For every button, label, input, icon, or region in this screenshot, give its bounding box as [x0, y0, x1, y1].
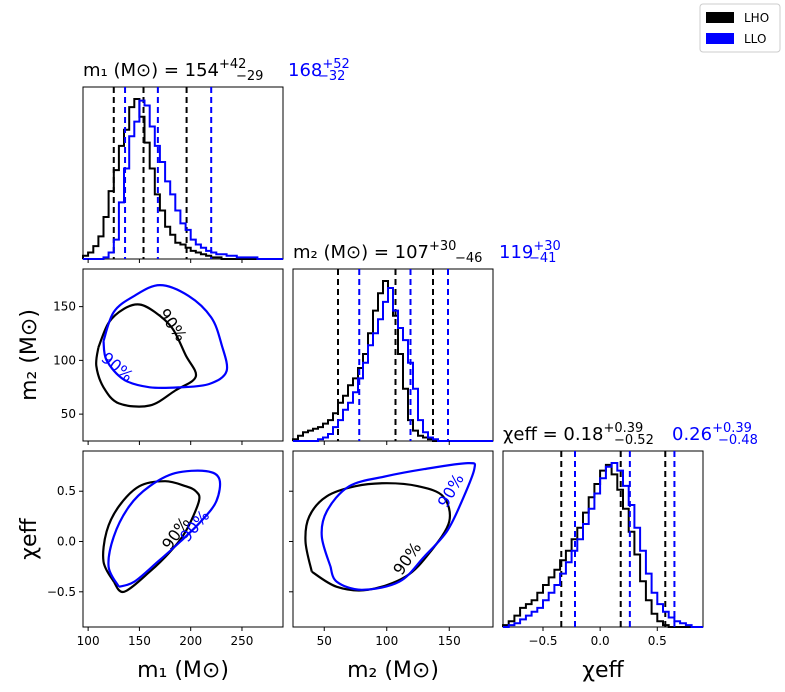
contour-chi_vs_m2-llo — [320, 461, 477, 591]
title-chi-lho-median: 0.18 — [563, 424, 603, 445]
title-m1-llo-minus: −32 — [318, 69, 345, 84]
title-m2-llo-median: 119 — [499, 242, 533, 263]
title-chi: χeff = 0.18+0.39 — [503, 421, 643, 445]
title-m2-lho-plus: +30 — [429, 239, 456, 254]
title-m2-llo-minus: −41 — [529, 251, 556, 266]
panel-m2-vs-m1 — [82, 268, 284, 442]
legend-swatch-lho — [706, 12, 734, 23]
ytick-label-chi-1: 0.0 — [57, 535, 76, 549]
xtick-label-m1-3: 250 — [231, 634, 254, 648]
title-m1-llo: 168+52 — [288, 57, 350, 81]
title-m1-lho-plus: +42 — [219, 57, 246, 72]
panel-chi-vs-m2 — [292, 450, 494, 628]
legend-label-llo: LLO — [744, 32, 766, 46]
title-chi-prefix: χeff = — [503, 424, 563, 445]
title-m1-llo-plus: +52 — [322, 57, 349, 72]
xtick-label-m2-2: 150 — [438, 634, 461, 648]
panel-m1-hist — [82, 86, 284, 260]
legend-swatch-llo — [706, 33, 734, 44]
contour-chi_vs_m2-lho — [304, 482, 451, 592]
ytick-label-chi-2: 0.5 — [57, 484, 76, 498]
hist-chi-llo — [503, 462, 703, 628]
title-m1-prefix: m₁ (M⊙) = — [83, 60, 185, 81]
xlabel-chi: χeff — [582, 658, 624, 683]
title-chi-lho-plus: +0.39 — [603, 421, 643, 436]
title-chi-llo-median: 0.26 — [672, 424, 712, 445]
contour-chi_vs_m1-lho — [102, 480, 201, 594]
ytick-label-m2-0: 50 — [61, 407, 76, 421]
xtick-label-chi-2: 0.5 — [648, 634, 667, 648]
hist-chi-lho — [502, 463, 703, 628]
title-chi-llo-minus: −0.48 — [718, 433, 758, 448]
title-m2-prefix: m₂ (M⊙) = — [293, 242, 395, 263]
contour-m2_vs_m1-llo — [102, 283, 229, 390]
ytick-label-m2-1: 100 — [53, 353, 76, 367]
xtick-label-m2-0: 50 — [317, 634, 332, 648]
ylabel-chi: χeff — [17, 517, 42, 559]
xlabel-m2: m₂ (M⊙) — [347, 658, 439, 683]
contour-chi_vs_m1-llo — [107, 469, 222, 588]
title-chi-llo: 0.26+0.39 — [672, 421, 752, 445]
contour-label-chi_vs_m2-lho: 90% — [389, 538, 425, 578]
title-m2-llo-plus: +30 — [533, 239, 560, 254]
legend-label-lho: LHO — [744, 11, 769, 25]
legend: LHO LLO — [699, 3, 781, 53]
contour-label-chi_vs_m2-llo: 90% — [434, 470, 468, 510]
panel-chi-vs-m1 — [82, 450, 284, 628]
ytick-label-chi-0: −0.5 — [47, 585, 76, 599]
title-m1-lho-minus: −29 — [236, 69, 263, 84]
title-m1-lho-median: 154 — [185, 60, 219, 81]
ylabel-m2: m₂ (M⊙) — [17, 309, 42, 401]
xlabel-m1: m₁ (M⊙) — [137, 658, 229, 683]
xtick-label-m2-1: 100 — [375, 634, 398, 648]
hist-m1-lho — [82, 98, 283, 260]
hist-m1-llo — [83, 99, 283, 260]
title-m2-llo: 119+30 — [499, 239, 561, 263]
title-m1: m₁ (M⊙) = 154+42 — [83, 57, 246, 81]
xtick-label-chi-0: −0.5 — [528, 634, 557, 648]
xtick-label-m1-2: 200 — [179, 634, 202, 648]
title-m2: m₂ (M⊙) = 107+30 — [293, 239, 456, 263]
title-m2-lho-minus: −46 — [455, 251, 482, 266]
panel-chi-hist — [502, 450, 704, 628]
title-chi-llo-plus: +0.39 — [712, 421, 752, 436]
title-chi-lho-minus: −0.52 — [614, 433, 654, 448]
title-m1-llo-median: 168 — [288, 60, 322, 81]
contour-label-m2_vs_m1-lho: 90% — [155, 305, 191, 345]
contour-m2_vs_m1-lho — [95, 303, 198, 408]
ytick-label-m2-2: 150 — [53, 300, 76, 314]
xtick-label-m1-0: 100 — [77, 634, 100, 648]
panel-m2-hist — [292, 268, 494, 442]
hist-m2-lho — [292, 280, 493, 442]
title-m2-lho-median: 107 — [395, 242, 429, 263]
xtick-label-chi-1: 0.0 — [591, 634, 610, 648]
xtick-label-m1-1: 150 — [128, 634, 151, 648]
hist-m2-llo — [293, 287, 493, 442]
